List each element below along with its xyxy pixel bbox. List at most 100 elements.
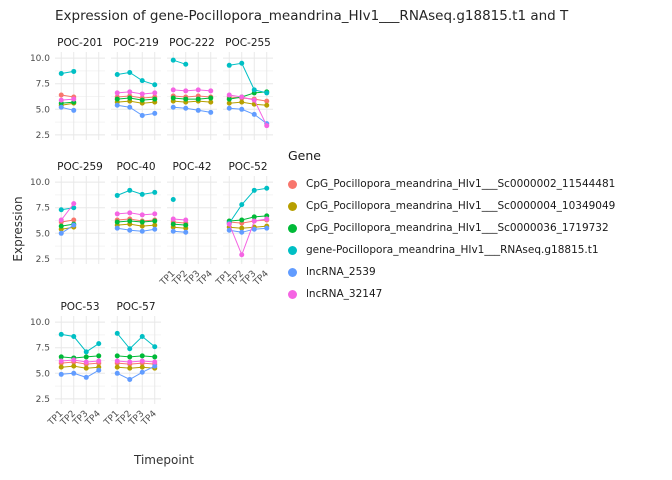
data-point [208, 88, 214, 94]
data-point [226, 96, 232, 102]
series-line [229, 225, 267, 229]
data-point [58, 230, 64, 236]
legend-item: CpG_Pocillopora_meandrina_HIv1___Sc00000… [288, 195, 615, 217]
facet-panel-POC-201: POC-201 2.5 5.0 7.5 10.0 [30, 37, 105, 141]
facet-strip-label: POC-57 [116, 301, 155, 313]
data-point [71, 68, 77, 74]
data-point [139, 223, 145, 229]
series-line [229, 227, 267, 233]
data-point [114, 192, 120, 198]
y-tick-label: 10.0 [30, 54, 50, 64]
data-point [139, 369, 145, 375]
facet-strip-label: POC-53 [60, 301, 99, 313]
y-tick-label: 2.5 [36, 131, 50, 141]
y-axis-title: Expression [11, 196, 25, 262]
facet-strip-label: POC-42 [172, 161, 211, 173]
data-point [170, 87, 176, 93]
series-line [60, 203, 75, 221]
data-point [226, 100, 232, 106]
series-line [228, 218, 267, 257]
data-point [239, 106, 245, 112]
series-line [117, 220, 155, 223]
legend-swatch-icon [288, 223, 297, 233]
series-line [228, 187, 267, 224]
data-point [71, 201, 77, 207]
y-tick-label: 10.0 [30, 178, 50, 188]
data-point [114, 358, 120, 364]
legend-label: CpG_Pocillopora_meandrina_HIv1___Sc00000… [306, 222, 609, 234]
data-point [139, 364, 145, 370]
data-point [71, 370, 77, 376]
data-point [251, 97, 257, 103]
data-point [170, 221, 176, 227]
data-point [83, 349, 89, 355]
facet-strip-label: POC-259 [57, 161, 103, 173]
data-point [139, 212, 145, 218]
data-point [264, 185, 270, 191]
data-point [251, 111, 257, 117]
series-line [61, 333, 100, 353]
data-point [251, 187, 257, 193]
data-point [71, 205, 77, 211]
data-point [127, 376, 133, 382]
y-tick-label: 5.0 [36, 229, 51, 239]
data-point [183, 88, 189, 94]
series-line [117, 91, 155, 95]
series-line [61, 355, 99, 359]
series-line [117, 360, 155, 363]
data-point [96, 353, 102, 359]
series-line [117, 95, 155, 99]
data-point [152, 82, 158, 88]
legend: Gene CpG_Pocillopora_meandrina_HIv1___Sc… [288, 148, 615, 305]
data-point [152, 96, 158, 102]
data-point [152, 189, 158, 195]
legend-item: gene-Pocillopora_meandrina_HIv1___RNAseq… [288, 239, 615, 261]
legend-label: lncRNA_2539 [306, 266, 376, 278]
data-point [239, 252, 245, 258]
facet-strip-label: POC-40 [116, 161, 155, 173]
facet-strip-label: POC-219 [113, 37, 159, 49]
series-line [173, 95, 211, 98]
data-point [139, 353, 145, 359]
series-line [229, 101, 267, 106]
series-line [117, 71, 155, 86]
data-point [127, 346, 133, 352]
facet-strip-label: POC-201 [57, 37, 103, 49]
data-point [170, 228, 176, 234]
legend-swatch-icon [288, 179, 297, 189]
data-point [71, 107, 77, 113]
legend-swatch-icon [288, 245, 297, 255]
data-point [71, 357, 77, 363]
facet-strip-label: POC-52 [228, 161, 267, 173]
data-point [183, 217, 189, 223]
data-point [239, 94, 245, 100]
data-point [83, 374, 89, 380]
data-point [251, 87, 257, 93]
data-point [58, 104, 64, 110]
data-point [152, 222, 158, 228]
data-point [152, 363, 158, 369]
data-point [183, 229, 189, 235]
legend-items: CpG_Pocillopora_meandrina_HIv1___Sc00000… [288, 173, 615, 305]
data-point [226, 62, 232, 68]
series-line [61, 365, 99, 369]
x-tick-label: TP4 [83, 409, 103, 429]
legend-title: Gene [288, 148, 321, 163]
data-point [114, 225, 120, 231]
data-point [239, 99, 245, 105]
data-point [114, 330, 120, 336]
data-point [127, 95, 133, 101]
data-point [139, 91, 145, 97]
series-line [229, 215, 267, 222]
data-point [139, 191, 145, 197]
data-point [152, 110, 158, 116]
data-point [58, 70, 64, 76]
series-line [173, 100, 211, 103]
series-line [229, 94, 268, 126]
series-line [117, 97, 155, 101]
data-point [58, 371, 64, 377]
legend-item: CpG_Pocillopora_meandrina_HIv1___Sc00000… [288, 217, 615, 239]
series-line [117, 218, 155, 222]
legend-item: lncRNA_32147 [288, 283, 615, 305]
legend-swatch-icon [288, 267, 297, 277]
